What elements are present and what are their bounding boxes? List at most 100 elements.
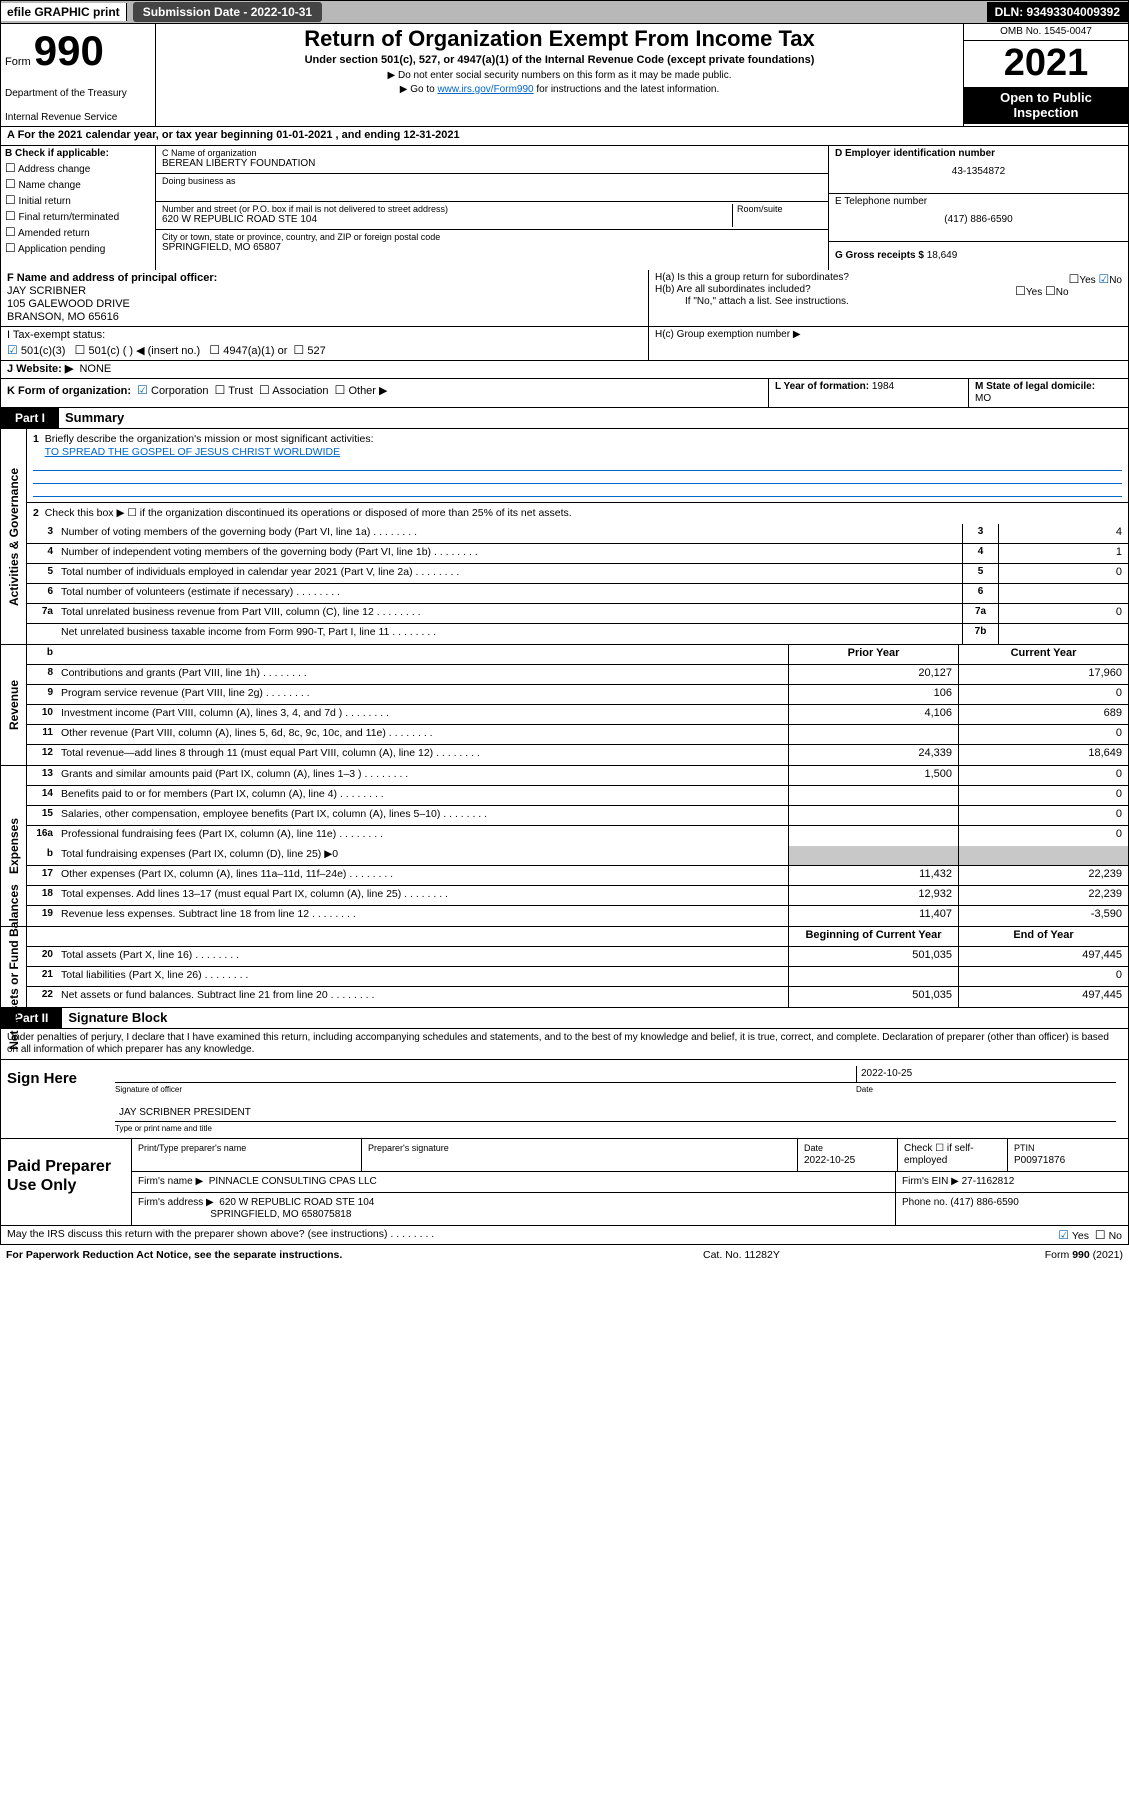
current-year-value: 0 <box>958 967 1128 986</box>
sign-here-label: Sign Here <box>1 1060 91 1137</box>
line-desc: Total liabilities (Part X, line 26) <box>57 967 788 986</box>
line-num: 19 <box>27 906 57 926</box>
chk-application-pending[interactable]: ☐ Application pending <box>5 241 151 256</box>
line-value <box>998 584 1128 603</box>
part2-header: Part II Signature Block <box>0 1008 1129 1029</box>
prep-name-label: Print/Type preparer's name <box>138 1143 246 1153</box>
side-revenue: Revenue <box>6 680 20 730</box>
chk-501c[interactable]: ☐ <box>75 343 86 357</box>
year-formation: 1984 <box>872 381 894 392</box>
chk-initial-return[interactable]: ☐ Initial return <box>5 193 151 208</box>
chk-trust[interactable]: ☐ <box>215 383 226 397</box>
line-num: 22 <box>27 987 57 1007</box>
line-box: 7a <box>962 604 998 623</box>
self-employed-check[interactable]: Check ☐ if self-employed <box>898 1139 1008 1171</box>
prior-year-value: 11,432 <box>788 866 958 885</box>
section-c: C Name of organization BEREAN LIBERTY FO… <box>156 146 828 270</box>
part1-header: Part I Summary <box>0 408 1129 429</box>
line-num: 11 <box>27 725 57 744</box>
ha-yes-checkbox[interactable]: ☐ <box>1069 272 1080 286</box>
col-current-year: Current Year <box>958 645 1128 664</box>
chk-amended-return[interactable]: ☐ Amended return <box>5 225 151 240</box>
current-year-value: 0 <box>958 725 1128 744</box>
line-box: 7b <box>962 624 998 644</box>
street-address: 620 W REPUBLIC ROAD STE 104 <box>162 214 732 226</box>
current-year-value: 22,239 <box>958 866 1128 885</box>
chk-other[interactable]: ☐ <box>335 383 346 397</box>
line-num: 17 <box>27 866 57 885</box>
line-desc: Net assets or fund balances. Subtract li… <box>57 987 788 1007</box>
line-desc: Contributions and grants (Part VIII, lin… <box>57 665 788 684</box>
firm-addr2: SPRINGFIELD, MO 658075818 <box>210 1209 351 1220</box>
gross-receipts-value: 18,649 <box>927 250 958 261</box>
line-desc: Number of independent voting members of … <box>57 544 962 563</box>
chk-address-change[interactable]: ☐ Address change <box>5 161 151 176</box>
efile-label[interactable]: efile GRAPHIC print <box>1 3 127 21</box>
line-desc: Benefits paid to or for members (Part IX… <box>57 786 788 805</box>
prep-date-label: Date <box>804 1143 823 1153</box>
line-box: 5 <box>962 564 998 583</box>
current-year-value: 0 <box>958 786 1128 805</box>
line-value: 4 <box>998 524 1128 543</box>
may-no-checkbox[interactable]: ☐ <box>1095 1228 1106 1242</box>
line-value: 0 <box>998 604 1128 623</box>
side-activities: Activities & Governance <box>6 468 20 606</box>
city-label: City or town, state or province, country… <box>162 232 822 243</box>
ptin-label: PTIN <box>1014 1143 1035 1153</box>
line-desc: Number of voting members of the governin… <box>57 524 962 543</box>
line-num: 20 <box>27 947 57 966</box>
typed-name-label: Type or print name and title <box>115 1124 1116 1134</box>
ha-row: H(a) Is this a group return for subordin… <box>655 272 1122 284</box>
may-yes-checkbox[interactable]: ☑ <box>1058 1228 1069 1242</box>
period-row: A For the 2021 calendar year, or tax yea… <box>0 127 1129 145</box>
current-year-value: 17,960 <box>958 665 1128 684</box>
chk-name-change[interactable]: ☐ Name change <box>5 177 151 192</box>
prior-year-value: 4,106 <box>788 705 958 724</box>
hb-no-checkbox[interactable]: ☐ <box>1045 284 1056 298</box>
chk-final-return[interactable]: ☐ Final return/terminated <box>5 209 151 224</box>
line-num: 4 <box>27 544 57 563</box>
chk-501c3[interactable]: ☑ <box>7 343 18 357</box>
side-expenses: Expenses <box>6 818 20 874</box>
c-name-label: C Name of organization <box>162 148 822 159</box>
website-value: NONE <box>79 363 111 375</box>
line-box: 4 <box>962 544 998 563</box>
chk-527[interactable]: ☐ <box>294 343 305 357</box>
line-value: 0 <box>998 564 1128 583</box>
prior-year-value <box>788 806 958 825</box>
mission-text[interactable]: TO SPREAD THE GOSPEL OF JESUS CHRIST WOR… <box>45 446 340 458</box>
cat-number: Cat. No. 11282Y <box>703 1249 963 1262</box>
chk-4947[interactable]: ☐ <box>209 343 220 357</box>
firm-name: PINNACLE CONSULTING CPAS LLC <box>209 1176 377 1187</box>
sig-date-label: Date <box>856 1085 1116 1095</box>
current-year-value: -3,590 <box>958 906 1128 926</box>
ptin-value: P00971876 <box>1014 1155 1065 1166</box>
perjury-note: Under penalties of perjury, I declare th… <box>1 1029 1128 1059</box>
dba-label: Doing business as <box>162 176 822 187</box>
e-phone-label: E Telephone number <box>835 196 1122 208</box>
line-desc: Total assets (Part X, line 16) <box>57 947 788 966</box>
irs-link[interactable]: www.irs.gov/Form990 <box>437 84 533 95</box>
officer-addr1: 105 GALEWOOD DRIVE <box>7 298 642 311</box>
chk-corporation[interactable]: ☑ <box>137 383 148 397</box>
line-num: 6 <box>27 584 57 603</box>
row-f-h: F Name and address of principal officer:… <box>0 270 1129 328</box>
section-deg: D Employer identification number 43-1354… <box>828 146 1128 270</box>
form-header: Form 990 Department of the Treasury Inte… <box>0 24 1129 127</box>
prep-date: 2022-10-25 <box>804 1155 855 1166</box>
city-state-zip: SPRINGFIELD, MO 65807 <box>162 242 822 254</box>
entity-block: B Check if applicable: ☐ Address change … <box>0 146 1129 270</box>
col-end: End of Year <box>958 927 1128 946</box>
form-title: Return of Organization Exempt From Incom… <box>162 26 957 52</box>
line-value: 1 <box>998 544 1128 563</box>
org-name: BEREAN LIBERTY FOUNDATION <box>162 158 822 170</box>
prior-year-value: 1,500 <box>788 766 958 785</box>
ha-no-checkbox[interactable]: ☑ <box>1098 272 1109 286</box>
hb-yes-checkbox[interactable]: ☐ <box>1015 284 1026 298</box>
submission-date-button[interactable]: Submission Date - 2022-10-31 <box>133 2 322 22</box>
q2-label: Check this box ▶ ☐ if the organization d… <box>45 507 572 519</box>
prior-year-value <box>788 967 958 986</box>
line-value <box>998 624 1128 644</box>
current-year-value: 0 <box>958 806 1128 825</box>
chk-association[interactable]: ☐ <box>259 383 270 397</box>
